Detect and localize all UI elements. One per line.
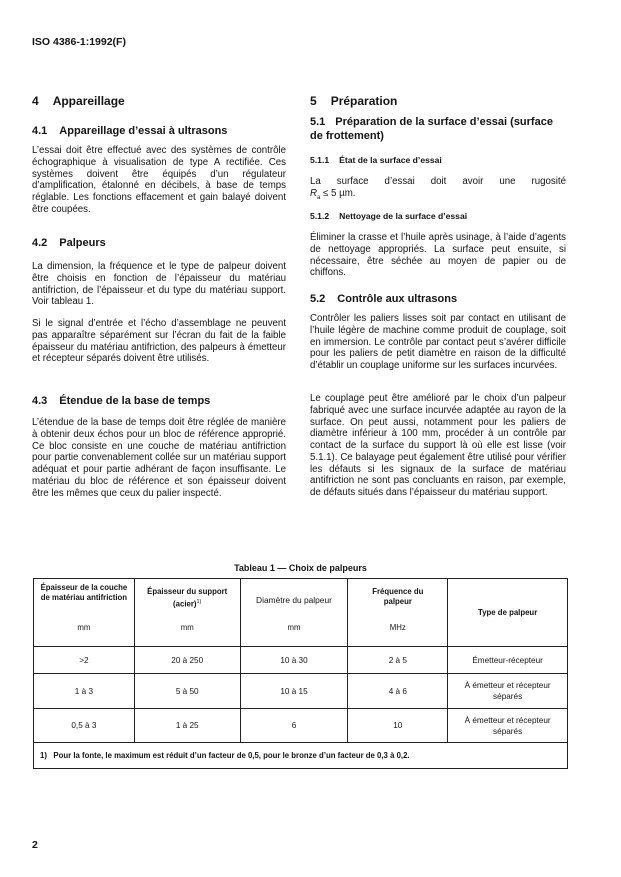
paragraph: La surface d’essai doit avoir une rugosi… [310,176,566,187]
section-title: Étendue de la base de temps [59,395,211,407]
section-5-1-heading: 5.1 Préparation de la surface d’essai (su… [310,115,566,143]
table-cell: >2 [33,646,135,674]
section-title: Palpeurs [59,237,106,249]
section-title: Nettoyage de la surface d’essai [339,211,468,221]
table-cell: Émetteur-récepteur [447,646,568,674]
page-number: 2 [32,839,38,851]
section-number: 5.1.2 [310,211,330,221]
section-4-2-heading: 4.2 Palpeurs [32,236,286,250]
section-number: 4.3 [32,395,48,407]
section-title: Appareillage d’essai à ultrasons [59,125,228,137]
table-footnote: 1) Pour la fonte, le maximum est réduit … [33,742,568,769]
section-5-heading: 5 Préparation [310,94,566,108]
section-number: 5.1 [310,116,326,128]
table-cell: 1 à 3 [33,673,135,709]
table-caption: Tableau 1 — Choix de palpeurs [234,563,367,573]
roughness-formula: Ra ≤ 5 µm. [310,188,566,205]
table-cell: 5 à 50 [133,673,241,709]
section-title: Préparation de la surface d’essai (surfa… [310,116,553,142]
table-footnote-row: 1) Pour la fonte, le maximum est réduit … [33,742,568,769]
column-header: Diamètre du palpeur mm [239,578,349,647]
section-title: Préparation [330,94,398,108]
table-row: >2 20 à 250 10 à 30 2 à 5 Émetteur-récepteur [33,646,568,674]
paragraph: Le couplage peut être amélioré par le ch… [310,393,566,498]
table-cell: 6 [239,708,349,743]
table-cell: 10 à 15 [239,673,349,709]
section-title: État de la surface d’essai [339,155,442,165]
table-cell: 1 à 25 [133,708,241,743]
probe-selection-table: Épaisseur de la couche de matériau antif… [33,578,568,769]
section-4-3-heading: 4.3 Étendue de la base de temps [32,394,286,408]
section-number: 5.1.1 [310,155,330,165]
symbol: R [310,188,317,199]
paragraph: L’essai doit être effectué avec des syst… [32,145,286,215]
paragraph: La dimension, la fréquence et le type de… [32,261,286,308]
table-cell: 10 à 30 [239,646,349,674]
paragraph: Si le signal d’entrée et l’écho d’assemb… [32,318,286,365]
section-number: 4.2 [32,237,48,249]
document-header: ISO 4386-1:1992(F) [32,36,126,48]
section-5-1-1-heading: 5.1.1 État de la surface d’essai [310,155,566,165]
table-cell: À émetteur et récepteur séparés [447,708,568,743]
table-cell: 4 à 6 [347,673,449,709]
table-header-row: Épaisseur de la couche de matériau antif… [33,578,568,647]
table-cell: 2 à 5 [347,646,449,674]
column-header: Fréquence du palpeur MHz [347,578,449,647]
section-title: Contrôle aux ultrasons [337,293,458,305]
section-4-heading: 4 Appareillage [32,94,286,108]
section-number: 5.2 [310,293,326,305]
section-number: 4.1 [32,125,48,137]
table-cell: 10 [347,708,449,743]
section-4-1-heading: 4.1 Appareillage d’essai à ultrasons [32,124,286,138]
table-cell: 20 à 250 [133,646,241,674]
column-header: Type de palpeur [447,578,568,647]
paragraph: Contrôler les paliers lisses soit par co… [310,313,566,371]
section-title: Appareillage [52,94,125,108]
subscript: a [317,194,321,201]
table-cell: 0,5 à 3 [33,708,135,743]
section-number: 4 [32,94,39,108]
column-header: Épaisseur de la couche de matériau antif… [33,578,135,647]
section-5-2-heading: 5.2 Contrôle aux ultrasons [310,292,566,306]
column-header: Épaisseur du support (acier)1) mm [133,578,241,647]
section-5-1-2-heading: 5.1.2 Nettoyage de la surface d’essai [310,211,566,221]
section-number: 5 [310,94,317,108]
formula-value: ≤ 5 µm. [320,188,356,199]
paragraph: L’étendue de la base de temps doit être … [32,417,286,499]
table-cell: À émetteur et récepteur séparés [447,673,568,709]
paragraph: Éliminer la crasse et l’huile après usin… [310,232,566,279]
